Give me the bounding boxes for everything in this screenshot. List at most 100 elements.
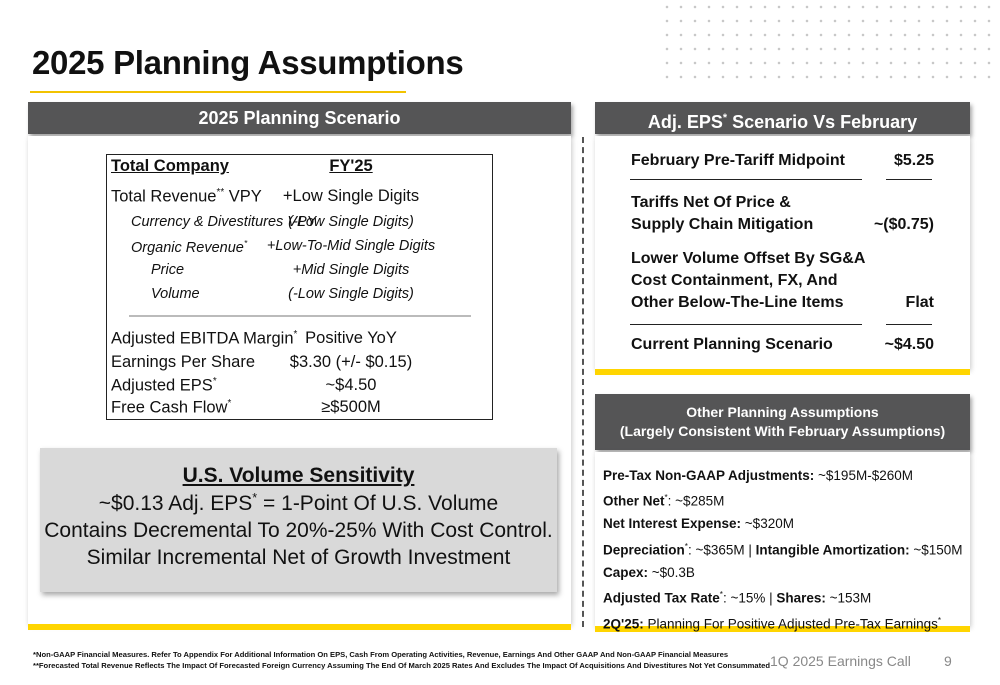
eps-row-value: Flat	[905, 294, 934, 311]
header-line: (Largely Consistent With February Assump…	[619, 423, 946, 439]
volume-sensitivity-box: U.S. Volume Sensitivity ~$0.13 Adj. EPS*…	[40, 448, 557, 592]
eps-row: Current Planning Scenario ~$4.50	[631, 334, 934, 356]
row-label: Free Cash Flow	[111, 398, 228, 417]
item-key: Capex:	[603, 564, 649, 580]
item-value: : ~$365M |	[687, 542, 756, 558]
item-value: : ~$285M	[667, 493, 725, 509]
panel-accent-bar	[595, 369, 970, 375]
eps-row-value: $5.25	[893, 152, 934, 169]
row-label: Total Revenue	[111, 187, 217, 206]
list-item: 2Q'25: Planning For Positive Adjusted Pr…	[603, 610, 963, 636]
eps-row-label: February Pre-Tariff Midpoint	[631, 152, 845, 169]
item-key: Net Interest Expense:	[603, 516, 742, 532]
row-label: Organic Revenue	[131, 239, 244, 256]
page-number: 9	[944, 653, 952, 669]
item-key: Intangible Amortization:	[755, 542, 910, 558]
item-key: Pre-Tax Non-GAAP Adjustments:	[603, 468, 815, 483]
eps-row: Tariffs Net Of Price & Supply Chain Miti…	[631, 192, 934, 236]
panel-accent-bar	[595, 626, 970, 632]
list-item: Net Interest Expense: ~$320M	[603, 513, 963, 535]
eps-rule	[630, 324, 862, 325]
list-item: Adjusted Tax Rate*: ~15% | Shares: ~153M	[603, 584, 963, 610]
row-value: +Mid Single Digits	[292, 262, 410, 278]
eps-bridge-panel	[595, 136, 970, 369]
list-item: Depreciation*: ~$365M | Intangible Amort…	[603, 536, 963, 562]
title-underline	[30, 91, 406, 93]
row-value: +Low-To-Mid Single Digits	[266, 238, 436, 254]
eps-rule	[630, 179, 862, 180]
list-item: Other Net*: ~$285M	[603, 487, 963, 513]
dashed-divider	[582, 137, 584, 627]
item-key: Other Net	[603, 493, 665, 509]
footnote: **Forecasted Total Revenue Reflects The …	[33, 661, 771, 670]
row-footnote-mark: *	[293, 329, 298, 340]
header-footnote-mark: *	[722, 112, 728, 124]
eps-bridge-header: Adj. EPS* Scenario Vs February	[595, 102, 970, 134]
item-key: Adjusted Tax Rate	[603, 590, 720, 606]
sensitivity-text: = 1-Point Of U.S. Volume	[257, 492, 499, 515]
eps-row-value: ~($0.75)	[873, 216, 934, 233]
other-assumptions-header: Other Planning Assumptions (Largely Cons…	[595, 394, 970, 450]
row-value: +Low Single Digits	[282, 187, 420, 205]
row-label: Adjusted EPS	[111, 376, 213, 395]
row-value: $3.30 (+/- $0.15)	[289, 353, 413, 371]
row-value: (-Low Single Digits)	[288, 214, 414, 230]
eps-row-value: ~$4.50	[884, 336, 934, 353]
item-key: Shares:	[776, 590, 826, 606]
row-label-suffix: VPY	[224, 187, 262, 206]
row-value: ≥$500M	[321, 398, 381, 416]
eps-row-label: Other Below-The-Line Items	[631, 294, 844, 311]
sensitivity-line: ~$0.13 Adj. EPS* = 1-Point Of U.S. Volum…	[40, 491, 557, 516]
item-value: ~$320M	[741, 516, 794, 532]
column-header-label: Total Company	[111, 157, 229, 175]
item-key: 2Q'25:	[603, 616, 644, 632]
item-footnote-mark: *	[664, 493, 668, 503]
item-value: ~$150M	[909, 542, 963, 558]
row-label: Price	[151, 262, 185, 278]
item-value: ~153M	[825, 590, 872, 606]
header-text: Adj. EPS	[647, 112, 723, 132]
sensitivity-title: U.S. Volume Sensitivity	[182, 464, 415, 487]
list-item: Pre-Tax Non-GAAP Adjustments: ~$195M-$26…	[603, 465, 963, 487]
row-footnote-mark: *	[212, 376, 217, 387]
eps-row-label: Supply Chain Mitigation	[631, 216, 814, 233]
planning-scenario-header: 2025 Planning Scenario	[28, 102, 571, 134]
item-footnote-mark: *	[719, 590, 723, 600]
sensitivity-line: Contains Decremental To 20%-25% With Cos…	[44, 519, 553, 542]
row-label: Volume	[151, 286, 200, 302]
item-footnote-mark: *	[937, 615, 942, 625]
eps-row-label: Lower Volume Offset By SG&A	[631, 250, 866, 267]
other-assumptions-panel	[595, 452, 970, 626]
item-footnote-mark: *	[684, 541, 688, 551]
page-title: 2025 Planning Assumptions	[32, 44, 464, 81]
item-value: ~$0.3B	[648, 564, 695, 580]
panel-accent-bar	[28, 624, 571, 630]
decorative-dot-grid	[660, 0, 1000, 80]
other-assumptions-list: Pre-Tax Non-GAAP Adjustments: ~$195M-$26…	[603, 465, 963, 636]
row-value: Positive YoY	[305, 329, 397, 347]
sensitivity-footnote-mark: *	[252, 491, 258, 505]
eps-rule	[886, 179, 932, 180]
row-label: Adjusted EBITDA Margin	[111, 329, 294, 348]
row-footnote-mark: *	[227, 398, 232, 409]
eps-rule	[886, 324, 932, 325]
eps-row-label: Tariffs Net Of Price &	[631, 194, 791, 211]
footnote: *Non-GAAP Financial Measures. Refer To A…	[33, 650, 729, 659]
item-value: Planning For Positive Adjusted Pre-Tax E…	[643, 616, 938, 632]
sensitivity-text: ~$0.13 Adj. EPS	[98, 492, 253, 515]
eps-row: February Pre-Tariff Midpoint $5.25	[631, 150, 934, 172]
row-footnote-mark: **	[216, 187, 225, 198]
row-value: (-Low Single Digits)	[288, 286, 414, 302]
row-value: ~$4.50	[325, 376, 377, 394]
table-divider	[129, 315, 471, 317]
row-label: Currency & Divestitures VPY	[131, 214, 317, 230]
header-text: Scenario Vs February	[727, 112, 918, 132]
eps-row-label: Current Planning Scenario	[631, 336, 833, 353]
footer-title: 1Q 2025 Earnings Call	[770, 653, 911, 669]
eps-row: Lower Volume Offset By SG&A Cost Contain…	[631, 248, 934, 314]
row-label: Earnings Per Share	[111, 353, 255, 371]
item-key: Depreciation	[603, 542, 685, 558]
header-line: Other Planning Assumptions	[686, 404, 879, 420]
item-value: ~$195M-$260M	[814, 468, 913, 483]
sensitivity-line: Similar Incremental Net of Growth Invest…	[86, 546, 511, 569]
